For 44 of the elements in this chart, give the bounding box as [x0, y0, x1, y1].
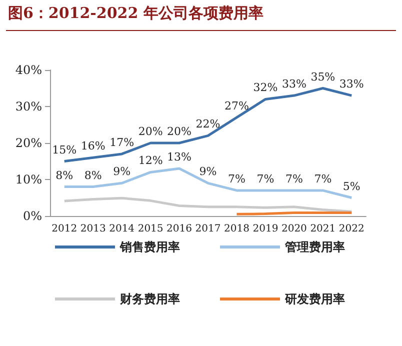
data-label: 20%: [167, 125, 192, 138]
data-label: 17%: [110, 136, 134, 149]
x-tick-label: 2021: [310, 224, 336, 234]
data-label: 8%: [84, 168, 102, 182]
y-tick-label: 20%: [15, 136, 42, 150]
data-label: 8%: [56, 168, 74, 182]
legend-label: 财务费用率: [119, 292, 180, 306]
x-tick-label: 2015: [138, 224, 164, 234]
data-label: 9%: [199, 165, 217, 178]
data-label: 7%: [314, 172, 332, 186]
legend-label: 管理费用率: [284, 240, 345, 254]
x-tick-label: 2014: [109, 224, 135, 234]
data-label: 7%: [256, 172, 274, 186]
data-label: 7%: [228, 172, 246, 186]
data-label: 16%: [80, 140, 106, 153]
data-label: 33%: [339, 78, 364, 91]
x-tick-label: 2017: [195, 224, 221, 234]
data-label: 13%: [167, 150, 192, 164]
line-series: [63, 196, 353, 213]
x-tick-label: 2013: [80, 224, 106, 234]
x-tick-label: 2018: [224, 224, 250, 234]
x-tick-label: 2020: [281, 224, 307, 234]
data-label: 7%: [285, 172, 303, 186]
data-label: 32%: [253, 81, 278, 94]
y-tick-label: 30%: [15, 100, 42, 114]
x-tick-label: 2012: [52, 224, 78, 234]
chart-title: 图6：2012-2022 年公司各项费用率: [8, 4, 264, 23]
data-label: 22%: [196, 118, 220, 131]
x-tick-label: 2022: [338, 224, 364, 234]
x-tick-label: 2016: [166, 224, 192, 234]
data-label: 35%: [310, 70, 336, 84]
legend-label: 销售费用率: [119, 240, 180, 254]
data-label: 15%: [52, 143, 77, 156]
data-label: 27%: [224, 99, 249, 112]
legend-label: 研发费用率: [284, 292, 345, 306]
y-tick-label: 0%: [22, 209, 42, 223]
data-label: 9%: [113, 165, 131, 178]
data-label: 33%: [282, 78, 306, 91]
y-tick-label: 10%: [15, 172, 42, 186]
data-label: 5%: [342, 180, 360, 193]
y-tick-label: 40%: [15, 63, 42, 77]
data-label: 12%: [138, 154, 163, 168]
data-label: 20%: [138, 125, 163, 138]
x-tick-label: 2019: [252, 224, 278, 234]
